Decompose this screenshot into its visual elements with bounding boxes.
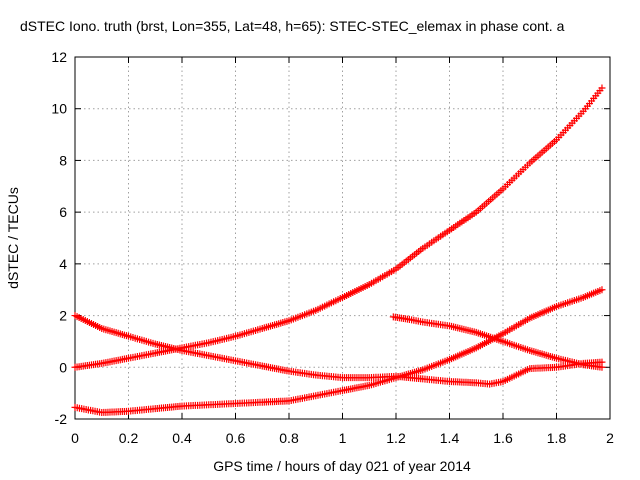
data-point [598,84,606,92]
x-tick-label: 1.2 [386,430,406,446]
x-tick-label: 1 [339,430,347,446]
data-marks [71,84,606,417]
y-tick-label: 12 [51,49,67,65]
x-tick-label: 1.6 [493,430,513,446]
y-tick-label: 8 [59,152,67,168]
x-tick-label: 0.2 [119,430,139,446]
x-tick-label: 2 [606,430,614,446]
y-tick-label: 0 [59,359,67,375]
y-tick-label: 10 [51,101,67,117]
data-series [389,313,606,371]
x-axis-label: GPS time / hours of day 021 of year 2014 [213,458,471,474]
y-axis-label: dSTEC / TECUs [5,187,21,289]
y-tick-label: -2 [55,411,68,427]
data-series [71,286,606,417]
chart-title: dSTEC Iono. truth (brst, Lon=355, Lat=48… [20,18,565,34]
data-point [598,363,606,371]
x-tick-label: 0.6 [226,430,246,446]
y-tick-label: 4 [59,256,67,272]
x-tick-label: 0 [71,430,79,446]
x-tick-label: 1.8 [547,430,567,446]
x-tick-label: 0.8 [279,430,299,446]
x-tick-label: 1.4 [440,430,460,446]
y-tick-label: 6 [59,204,67,220]
y-tick-label: 2 [59,308,67,324]
data-point [598,286,606,294]
x-tick-label: 0.4 [172,430,192,446]
data-series [71,84,606,371]
grid [75,57,610,419]
data-series [71,312,606,388]
